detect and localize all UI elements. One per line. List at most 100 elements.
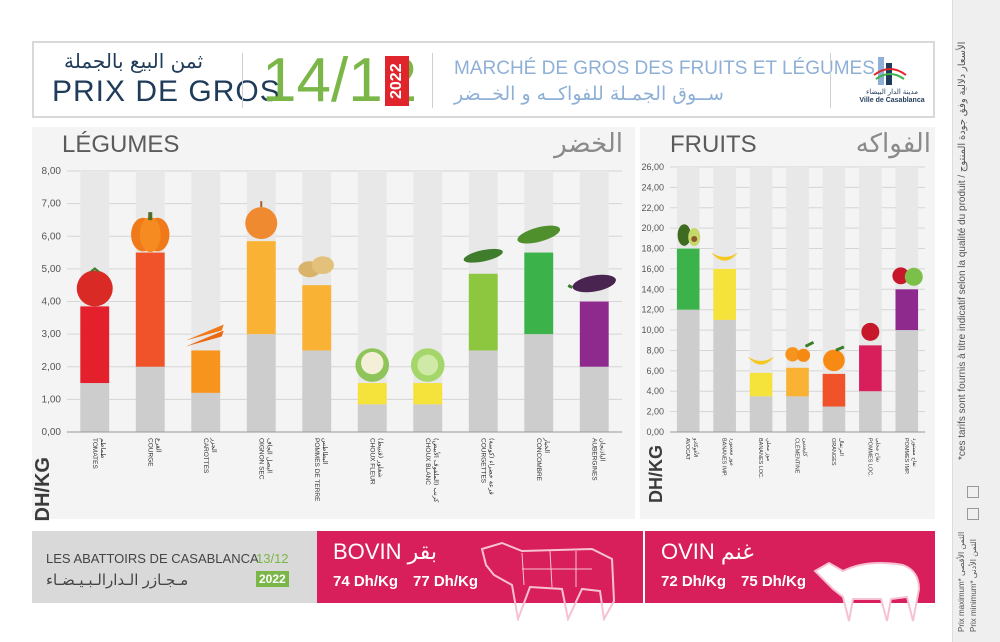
bovin-price-max: 77 Dh/Kg (413, 573, 479, 590)
bar-min-1 (80, 383, 110, 432)
ovin-label: OVIN غنم (661, 539, 754, 565)
bar-max-1 (80, 306, 110, 384)
y-tick-label: 4,00 (646, 386, 664, 396)
fruits-title-arabic: الفواكه (855, 129, 931, 159)
category-label-arabic: البرتقال (838, 438, 844, 456)
bar-min-4 (786, 396, 809, 432)
category-label-arabic: البصل الجاف (265, 438, 273, 473)
category-label: POMMES DE TERRE (313, 438, 320, 502)
ovin-price-min: 72 Dh/Kg (661, 573, 727, 590)
category-label: AVOCAT (684, 438, 690, 460)
category-label: CHOUX BLANC (424, 438, 431, 485)
bar-max-6 (357, 383, 387, 405)
bovin-label-arabic: بقر (407, 539, 437, 564)
bar-min-7 (895, 330, 919, 432)
y-tick-label: 0,00 (42, 427, 62, 438)
header-year: 2022 (385, 56, 409, 106)
category-label-arabic: الجزر (210, 437, 218, 453)
vegetables-title-arabic: الخضر (554, 129, 623, 159)
meat-divider (643, 531, 645, 603)
abattoirs-year: 2022 (256, 571, 289, 587)
category-label-arabic: القرع (154, 438, 162, 453)
bar-min-5 (302, 350, 332, 432)
y-tick-label: 4,00 (42, 297, 62, 308)
bar-max-10 (579, 301, 609, 367)
legend-max-swatch (967, 486, 979, 498)
category-label: CONCOMBRE (535, 438, 542, 482)
fruits-panel: FRUITS الفواكه DH/KG 0,00 2,00 4,00 6,00 8,0… (640, 127, 935, 519)
bar-max-7 (895, 289, 919, 331)
bar-min-9 (524, 334, 554, 432)
fruits-title: FRUITS (670, 131, 757, 158)
category-label: CLÉMENTINE (794, 438, 801, 474)
disclaimer-text: *ces tarifs sont fournis à titre indicat… (957, 41, 968, 460)
avocado-icon (677, 224, 701, 247)
category-label-arabic: موز محلي (765, 438, 771, 461)
header-divider (242, 53, 243, 108)
title-french: PRIX DE GROS (52, 75, 281, 108)
side-disclaimer-panel: *ces tarifs sont fournis à titre indicat… (952, 0, 1000, 642)
orange-icon (823, 345, 845, 372)
category-label: CAROTTES (202, 438, 209, 474)
category-label-arabic: البطاطس (321, 438, 329, 465)
y-tick-label: 6,00 (42, 231, 62, 242)
y-tick-label: 22,00 (641, 203, 664, 213)
apple-green-icon (892, 267, 923, 286)
casablanca-logo (870, 53, 910, 89)
bar-max-9 (524, 252, 554, 335)
ovin-price-max: 75 Dh/Kg (741, 573, 807, 590)
bar-min-7 (413, 404, 443, 432)
category-label-arabic: الأفوكادو (692, 437, 700, 458)
abattoirs-date: 13/12 (256, 551, 289, 566)
bovin-icon (480, 541, 616, 621)
bar-max-6 (859, 345, 882, 392)
pumpkin-icon (131, 212, 170, 253)
header-divider-3 (830, 53, 831, 108)
category-label: POMMES LOC. (866, 438, 872, 477)
logo-text-french: Ville de Casablanca (859, 97, 925, 104)
potato-icon (298, 256, 334, 278)
vegetables-title: LÉGUMES (62, 131, 180, 158)
category-label: COURGE (146, 438, 153, 467)
market-title-arabic: ســوق الجمـلة للفواكــه و الخــضر (454, 83, 724, 105)
bar-min-2 (135, 366, 165, 432)
y-tick-label: 24,00 (641, 182, 664, 192)
category-label: COURGETTES (479, 438, 486, 484)
banana-icon (747, 356, 775, 365)
category-label: POMMES IMP. (903, 438, 909, 475)
category-label: ORANGES (830, 438, 836, 466)
bar-max-2 (135, 252, 165, 367)
bar-min-5 (822, 406, 846, 432)
y-tick-label: 2,00 (646, 407, 664, 417)
abattoirs-title-arabic: مـجـازر الـدارالـبـيـضـاء (46, 572, 189, 589)
ovin-label-french: OVIN (661, 539, 715, 564)
category-label: AUBERGINES (590, 438, 597, 481)
category-label: BANANES LOC. (757, 438, 763, 479)
category-label: TOMATES (91, 438, 98, 469)
logo-text-arabic: مدينة الدار البيضاء (865, 89, 918, 96)
bar-max-5 (302, 285, 332, 351)
y-tick-label: 18,00 (641, 244, 664, 254)
legend-min-label: Prix minimum* الثمن الأدنى (969, 538, 978, 632)
vegetables-panel: LÉGUMES الخضر DH/KG 0,00 1,00 2,00 3,00 4,00… (32, 127, 635, 521)
y-tick-label: 5,00 (42, 264, 62, 275)
onion-icon (245, 201, 278, 240)
zucchini-icon (463, 248, 503, 263)
y-tick-label: 16,00 (641, 264, 664, 274)
y-tick-label: 3,00 (42, 329, 62, 340)
category-label-arabic: كرنب (الملفوف الأبيض) (432, 438, 441, 503)
legend-max-label: Prix maximum* الثمن الأقصى (957, 531, 966, 632)
apple-red-icon (861, 322, 880, 341)
bar-min-1 (676, 309, 700, 432)
bar-min-3 (191, 392, 221, 432)
category-label-arabic: طماطم (99, 438, 107, 458)
y-tick-label: 10,00 (641, 325, 664, 335)
y-tick-label: 0,00 (646, 427, 664, 437)
bar-max-4 (246, 241, 276, 335)
bovin-label: BOVIN بقر (333, 539, 437, 565)
y-tick-label: 8,00 (42, 166, 62, 177)
bar-max-3 (749, 372, 773, 397)
bar-min-4 (246, 334, 276, 432)
fruits-chart: 0,00 2,00 4,00 6,00 8,00 10,00 12,00 14,00 16,00… (641, 162, 925, 479)
y-tick-label: 6,00 (646, 366, 664, 376)
